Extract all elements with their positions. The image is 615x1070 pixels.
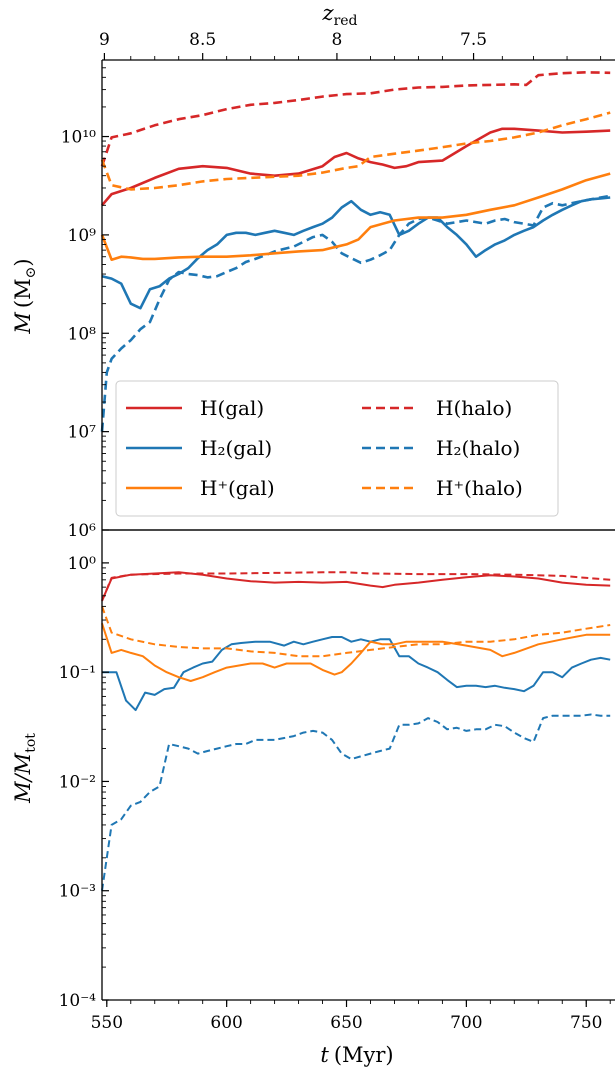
- series-line-1-4: [101, 622, 611, 682]
- y-tick-label-0-4: 10¹⁰: [61, 128, 96, 148]
- legend-label-3: H₂(halo): [436, 436, 520, 460]
- top-ylabel: M(M⊙): [11, 258, 39, 334]
- legend-label-4: H⁺(gal): [200, 476, 275, 500]
- series-line-0-4: [100, 172, 611, 261]
- legend-label-1: H(halo): [436, 396, 512, 420]
- series-line-1-5: [101, 606, 611, 658]
- top-axis-label: zred: [321, 1, 357, 29]
- z-tick-label-1: 8.5: [189, 30, 216, 50]
- series-line-1-2: [102, 636, 611, 712]
- bottom-panel: 10⁻⁴ 10⁻³ 10⁻² 10⁻¹ 10⁰ 550 600 650 700 750: [59, 529, 615, 1033]
- series-line-0-3: [100, 194, 611, 432]
- x-tick-label-4: 750: [570, 1013, 602, 1033]
- y-tick-label-1-1: 10⁻³: [59, 882, 96, 902]
- y-tick-label-1-0: 10⁻⁴: [59, 991, 97, 1011]
- y-tick-label-0-0: 10⁶: [68, 521, 97, 541]
- z-tick-label-0: 9: [99, 30, 110, 50]
- series-line-0-1: [100, 71, 611, 167]
- y-tick-label-1-2: 10⁻²: [59, 772, 96, 792]
- x-axis-label: t (Myr): [320, 1043, 393, 1067]
- legend-box: [115, 380, 559, 517]
- series-line-0-2: [101, 196, 611, 310]
- bottom-ylabel: M/Mtot: [11, 733, 39, 804]
- series-line-0-5: [100, 111, 611, 191]
- y-tick-label-0-3: 10⁹: [68, 226, 97, 246]
- y-tick-label-0-2: 10⁸: [68, 324, 97, 344]
- y-tick-label-0-1: 10⁷: [68, 423, 97, 443]
- series-line-1-3: [101, 713, 611, 891]
- x-tick-label-3: 700: [450, 1013, 482, 1033]
- x-tick-label-1: 600: [210, 1013, 242, 1033]
- y-tick-label-1-3: 10⁻¹: [59, 663, 96, 683]
- legend-label-5: H⁺(halo): [436, 476, 523, 500]
- legend-label-0: H(gal): [200, 396, 264, 420]
- series-line-1-0: [101, 571, 611, 602]
- legend-label-2: H₂(gal): [200, 436, 272, 460]
- y-tick-label-1-4: 10⁰: [68, 554, 97, 574]
- series-line-1-1: [101, 571, 611, 602]
- x-tick-label-0: 550: [91, 1013, 123, 1033]
- legend: H(gal) H(halo) H₂(gal) H₂(halo) H⁺(gal) H⁺(ha…: [115, 380, 559, 517]
- top-panel: 10⁶ 10⁷ 10⁸ 10⁹ 10¹⁰ 9 8.5 8 7.5 H(gal) H(halo) H₂(…: [61, 30, 615, 541]
- x-tick-label-2: 650: [330, 1013, 362, 1033]
- z-tick-label-2: 8: [332, 30, 343, 50]
- z-tick-label-3: 7.5: [460, 30, 487, 50]
